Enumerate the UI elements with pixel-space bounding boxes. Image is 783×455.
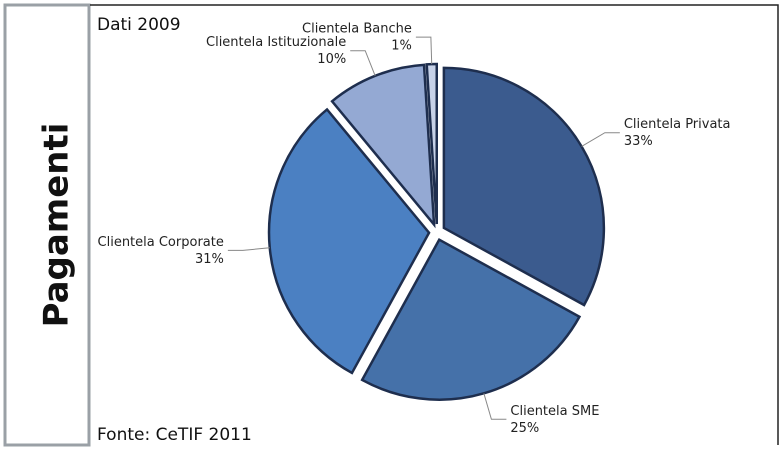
leader-line xyxy=(581,132,620,147)
slice-label: Clientela SME xyxy=(510,404,599,419)
slice-label: Clientela Privata xyxy=(624,117,731,132)
pie-slice xyxy=(442,66,606,307)
slice-label: Clientela Istituzionale xyxy=(206,35,346,50)
pie-slice xyxy=(360,237,582,401)
pie-slice xyxy=(330,63,436,229)
chart-frame xyxy=(90,4,779,445)
slice-label: Clientela Corporate xyxy=(98,235,224,250)
leader-line xyxy=(227,247,270,251)
slice-value-label: 10% xyxy=(317,52,346,67)
slice-label: Clientela Banche xyxy=(302,22,412,37)
side-panel xyxy=(3,3,91,447)
slice-value-label: 31% xyxy=(195,252,224,267)
slice-value-label: 1% xyxy=(391,39,412,54)
pie-slice xyxy=(267,107,431,375)
slice-value-label: 25% xyxy=(510,421,539,436)
chart-source: Fonte: CeTIF 2011 xyxy=(97,425,252,445)
chart-title: Dati 2009 xyxy=(97,15,181,35)
side-label: Pagamenti xyxy=(37,123,77,328)
leader-line xyxy=(350,50,376,76)
leader-line xyxy=(415,36,433,65)
leader-line xyxy=(483,393,507,420)
slice-value-label: 33% xyxy=(624,134,653,149)
